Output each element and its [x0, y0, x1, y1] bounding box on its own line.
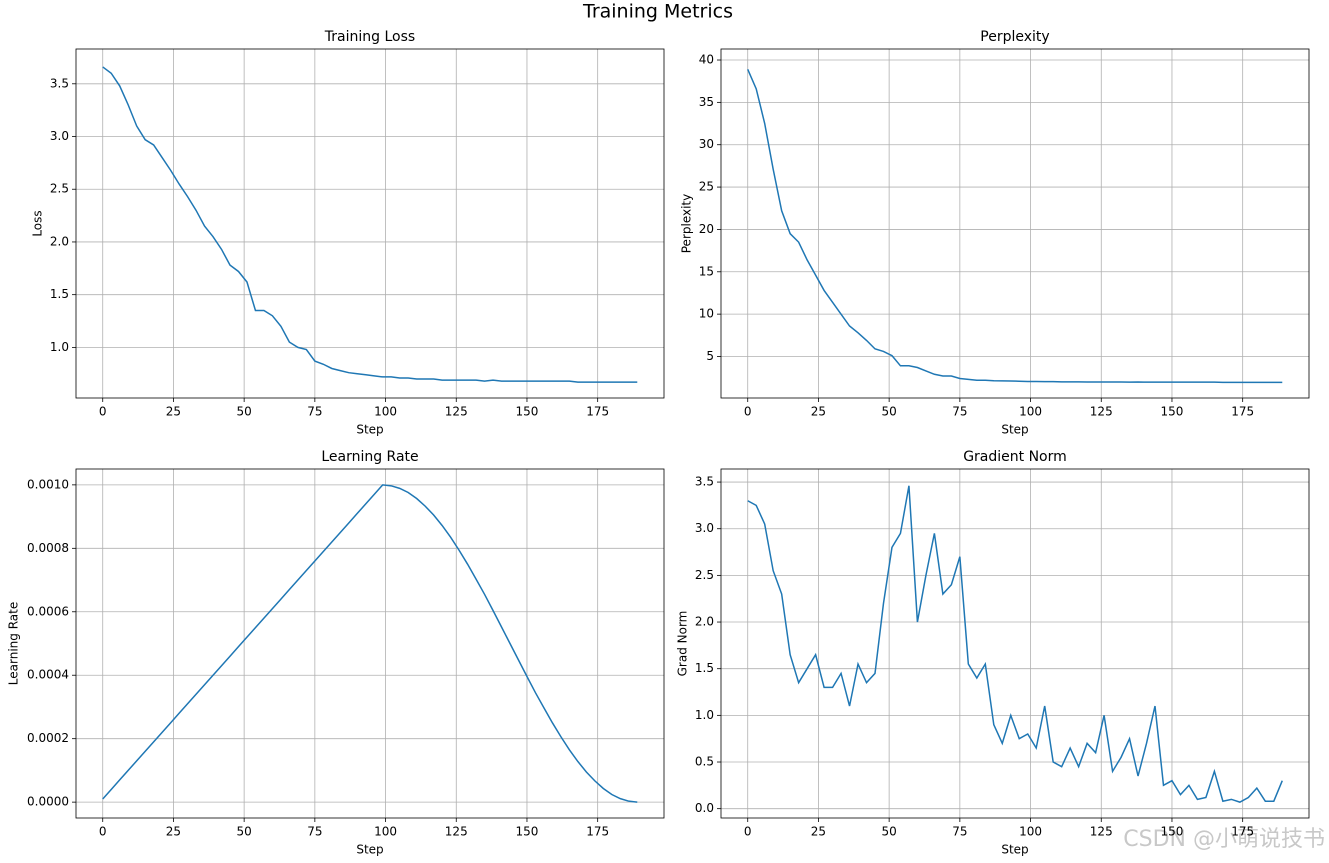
subplot-title: Learning Rate	[321, 449, 418, 465]
y-tick-label: 0.0	[695, 801, 714, 815]
y-tick-label: 1.5	[50, 287, 69, 301]
x-tick-label: 0	[99, 825, 107, 839]
x-tick-label: 75	[952, 825, 967, 839]
x-tick-label: 50	[237, 825, 252, 839]
x-tick-label: 175	[1231, 825, 1254, 839]
y-tick-label: 30	[699, 137, 714, 151]
axes-frame	[75, 468, 665, 819]
y-tick-label: 15	[699, 264, 714, 278]
x-tick-label: 75	[952, 405, 967, 419]
y-tick-label: 1.0	[695, 708, 714, 722]
y-tick-label: 3.0	[695, 521, 714, 535]
x-tick-label: 100	[374, 405, 397, 419]
x-tick-label: 175	[586, 825, 609, 839]
x-axis-label: Step	[356, 843, 383, 857]
x-tick-label: 150	[1161, 825, 1184, 839]
x-tick-label: 0	[744, 405, 752, 419]
y-tick-label: 3.0	[50, 129, 69, 143]
x-tick-label: 100	[1019, 825, 1042, 839]
x-tick-label: 125	[445, 825, 468, 839]
axes-frame	[75, 48, 665, 399]
y-tick-label: 3.5	[50, 76, 69, 90]
x-tick-label: 50	[237, 405, 252, 419]
x-tick-label: 25	[166, 825, 181, 839]
x-tick-label: 75	[307, 825, 322, 839]
y-tick-label: 5	[706, 349, 714, 363]
x-axis-label: Step	[1001, 843, 1028, 857]
y-tick-label: 0.0006	[27, 604, 69, 618]
y-axis-label: Loss	[31, 210, 45, 236]
axes-frame	[720, 48, 1310, 399]
subplot: 0 25 50 75 100 125 150 175 1.0 1.5 2.0 2.5 3.0 3.5 Tra…	[31, 29, 665, 437]
x-tick-label: 50	[882, 405, 897, 419]
watermark: CSDN @小萌说技书	[1123, 827, 1325, 852]
y-tick-label: 40	[699, 53, 714, 67]
x-tick-label: 0	[744, 825, 752, 839]
y-tick-label: 2.0	[695, 615, 714, 629]
x-tick-label: 150	[516, 825, 539, 839]
x-tick-label: 50	[882, 825, 897, 839]
y-axis-label: Perplexity	[680, 194, 694, 254]
subplot-title: Gradient Norm	[963, 449, 1067, 465]
y-tick-label: 2.5	[695, 568, 714, 582]
x-tick-label: 150	[516, 405, 539, 419]
figure-title: Training Metrics	[582, 1, 733, 23]
x-axis-label: Step	[1001, 423, 1028, 437]
data-line	[747, 485, 1283, 803]
x-axis-label: Step	[356, 423, 383, 437]
x-tick-label: 150	[1161, 405, 1184, 419]
y-tick-label: 1.5	[695, 661, 714, 675]
x-tick-label: 0	[99, 405, 107, 419]
data-line	[102, 66, 638, 383]
x-tick-label: 75	[307, 405, 322, 419]
x-tick-label: 25	[811, 825, 826, 839]
y-tick-label: 0.0010	[27, 477, 69, 491]
y-tick-label: 0.5	[695, 755, 714, 769]
y-axis-label: Learning Rate	[7, 602, 21, 685]
y-tick-label: 3.5	[695, 475, 714, 489]
y-tick-label: 2.5	[50, 182, 69, 196]
x-tick-label: 125	[445, 405, 468, 419]
subplot: 0 25 50 75 100 125 150 175 0.0000 0.0002 0.0004 0.0…	[7, 449, 665, 857]
x-tick-label: 125	[1090, 825, 1113, 839]
y-tick-label: 2.0	[50, 234, 69, 248]
y-tick-label: 0.0008	[27, 541, 69, 555]
x-tick-label: 175	[586, 405, 609, 419]
x-tick-label: 125	[1090, 405, 1113, 419]
y-tick-label: 0.0004	[27, 668, 69, 682]
x-tick-label: 100	[374, 825, 397, 839]
data-line	[747, 69, 1283, 384]
subplot: 0 25 50 75 100 125 150 175 0.0 0.5 1.0 1.5 2.0 2.5 3.0…	[676, 449, 1310, 857]
axes-frame	[720, 468, 1310, 819]
data-line	[102, 484, 638, 803]
subplot-title: Perplexity	[980, 29, 1049, 45]
x-tick-label: 25	[811, 405, 826, 419]
y-axis-label: Grad Norm	[676, 611, 690, 677]
y-tick-label: 0.0000	[27, 795, 69, 809]
y-tick-label: 20	[699, 222, 714, 236]
y-tick-label: 0.0002	[27, 731, 69, 745]
y-tick-label: 10	[699, 307, 714, 321]
subplot: 0 25 50 75 100 125 150 175 5 10 15 20 25 30 35 40 Perple…	[680, 29, 1310, 437]
subplot-title: Training Loss	[324, 29, 415, 45]
y-tick-label: 1.0	[50, 340, 69, 354]
x-tick-label: 100	[1019, 405, 1042, 419]
y-tick-label: 35	[699, 95, 714, 109]
x-tick-label: 175	[1231, 405, 1254, 419]
y-tick-label: 25	[699, 180, 714, 194]
x-tick-label: 25	[166, 405, 181, 419]
